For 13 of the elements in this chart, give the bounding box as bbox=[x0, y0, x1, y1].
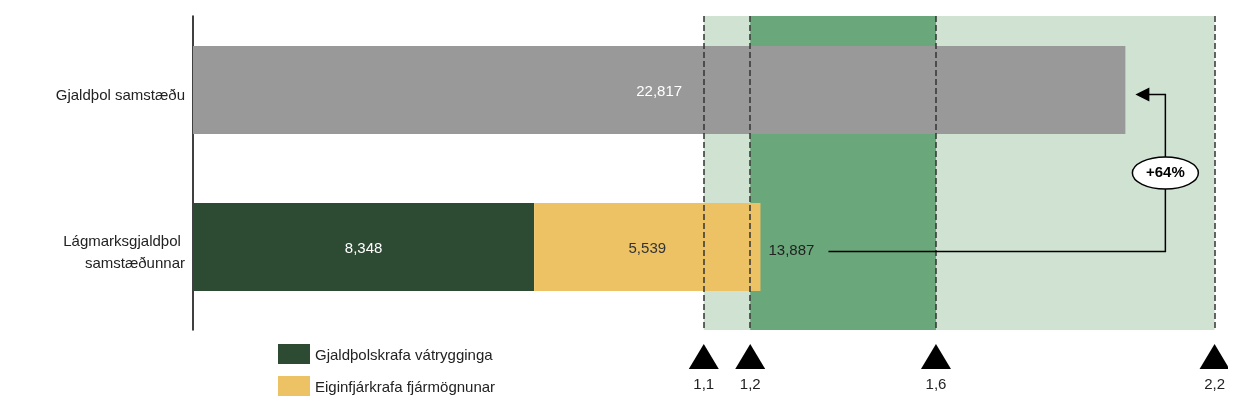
y-tick-label: Lágmarksgjaldþol samstæðunnar bbox=[63, 232, 185, 271]
legend-label: Gjaldþolskrafa vátrygginga bbox=[315, 345, 494, 363]
y-tick-label: Gjaldþol samstæðu bbox=[55, 86, 185, 103]
data-label: 8,348 bbox=[344, 238, 383, 256]
x2-tick-label: 2,2 bbox=[1204, 375, 1225, 392]
total-label: 13,887 bbox=[768, 241, 815, 259]
x2-tick-label: 1,6 bbox=[925, 375, 947, 392]
x2-tick-label: 1,1 bbox=[693, 375, 715, 392]
data-label: 22,817 bbox=[636, 81, 683, 99]
legend-label: Eiginfjárkrafa fjármögnunar bbox=[315, 377, 496, 395]
text: +64% bbox=[1145, 162, 1185, 180]
x2-tick-label: 1,2 bbox=[739, 375, 761, 392]
data-label: 5,539 bbox=[628, 238, 667, 256]
